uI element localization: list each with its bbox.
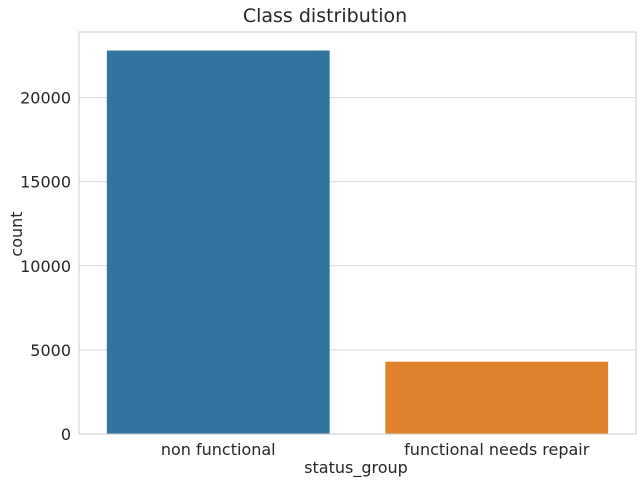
x-tick-label: non functional bbox=[161, 440, 276, 459]
y-tick-label: 20000 bbox=[20, 89, 71, 108]
bar-functional-needs-repair bbox=[385, 361, 609, 434]
y-tick-labels: 0 5000 10000 15000 20000 bbox=[20, 89, 71, 444]
y-tick-label: 0 bbox=[61, 425, 71, 444]
x-tick-label: functional needs repair bbox=[404, 440, 590, 459]
y-tick-label: 10000 bbox=[20, 257, 71, 276]
chart-title: Class distribution bbox=[243, 5, 407, 27]
x-axis-title: status_group bbox=[304, 458, 408, 478]
y-axis-title: count bbox=[7, 211, 26, 256]
y-tick-label: 15000 bbox=[20, 173, 71, 192]
bar-non-functional bbox=[106, 50, 330, 435]
bars bbox=[106, 50, 609, 435]
y-tick-label: 5000 bbox=[30, 341, 71, 360]
plot-frame bbox=[78, 31, 637, 435]
x-tick-labels: non functional functional needs repair bbox=[161, 440, 590, 459]
